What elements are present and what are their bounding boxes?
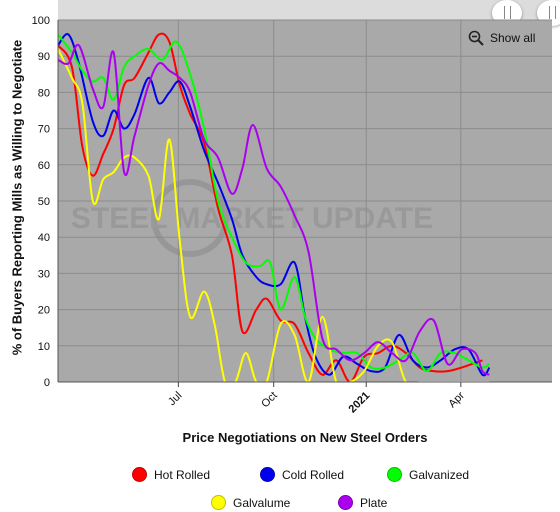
show-all-button[interactable]: Show all — [468, 30, 535, 46]
x-tick-label: 2021 — [347, 390, 373, 416]
x-tick-label: Jul — [166, 390, 184, 408]
y-axis-title: % of Buyers Reporting Mills as Willing t… — [9, 39, 25, 356]
y-tick-label: 0 — [44, 377, 50, 389]
range-scrollbar[interactable] — [58, 0, 552, 20]
x-tick-label: Apr — [446, 389, 467, 410]
legend-label: Cold Rolled — [282, 467, 345, 482]
series-line-cold-rolled[interactable] — [58, 33, 491, 377]
y-tick-label: 50 — [38, 196, 50, 208]
legend-label: Hot Rolled — [154, 467, 211, 482]
y-tick-label: 40 — [38, 232, 50, 244]
y-tick-label: 60 — [38, 160, 50, 172]
x-tick-label: Oct — [259, 390, 280, 411]
legend-item-galvanized[interactable]: Galvanized — [387, 467, 469, 482]
legend-item-plate[interactable]: Plate — [338, 495, 387, 510]
show-all-label: Show all — [490, 31, 536, 45]
legend-label: Galvanized — [409, 467, 470, 482]
legend-label: Plate — [360, 495, 388, 510]
y-tick-label: 100 — [32, 15, 50, 27]
watermark: STEEL MARKET UPDATE — [71, 179, 433, 257]
legend-marker — [387, 467, 402, 482]
legend-marker — [211, 495, 226, 510]
watermark-text: STEEL MARKET UPDATE — [71, 202, 433, 235]
legend-marker — [132, 467, 147, 482]
legend-marker — [260, 467, 275, 482]
legend-item-cold-rolled[interactable]: Cold Rolled — [260, 467, 344, 482]
y-tick-label: 90 — [38, 51, 50, 63]
x-axis-title: Price Negotiations on New Steel Orders — [182, 430, 428, 445]
series-line-galvanized[interactable] — [58, 33, 490, 373]
y-tick-label: 30 — [38, 268, 50, 280]
y-tick-label: 80 — [38, 87, 50, 99]
y-tick-label: 10 — [38, 341, 50, 353]
y-tick-label: 20 — [38, 305, 50, 317]
legend-marker — [338, 495, 353, 510]
y-tick-label: 70 — [38, 124, 50, 136]
legend-label: Galvalume — [233, 495, 291, 510]
zoom-out-icon — [468, 30, 484, 46]
series-line-plate[interactable] — [58, 43, 490, 376]
legend-item-hot-rolled[interactable]: Hot Rolled — [132, 467, 210, 482]
legend-item-galvalume[interactable]: Galvalume — [211, 495, 290, 510]
